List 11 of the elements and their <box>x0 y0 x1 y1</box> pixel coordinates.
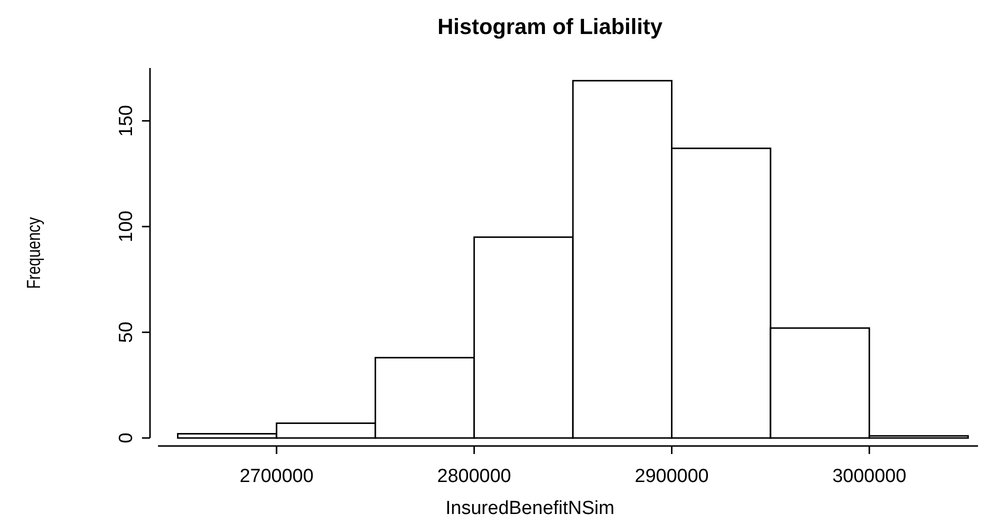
x-tick-label: 2700000 <box>240 466 314 487</box>
y-tick-label: 0 <box>116 432 137 444</box>
chart-title: Histogram of Liability <box>438 14 664 39</box>
y-tick-label: 150 <box>116 105 137 137</box>
y-axis-title: Frequency <box>22 216 44 289</box>
x-tick-label: 3000000 <box>832 466 906 487</box>
x-tick-label: 2800000 <box>437 466 512 487</box>
x-tick-label: 2900000 <box>634 466 709 487</box>
y-tick-label: 100 <box>116 210 137 242</box>
y-tick-label: 50 <box>116 322 137 343</box>
x-axis-title: InsuredBenefitNSim <box>446 498 614 519</box>
